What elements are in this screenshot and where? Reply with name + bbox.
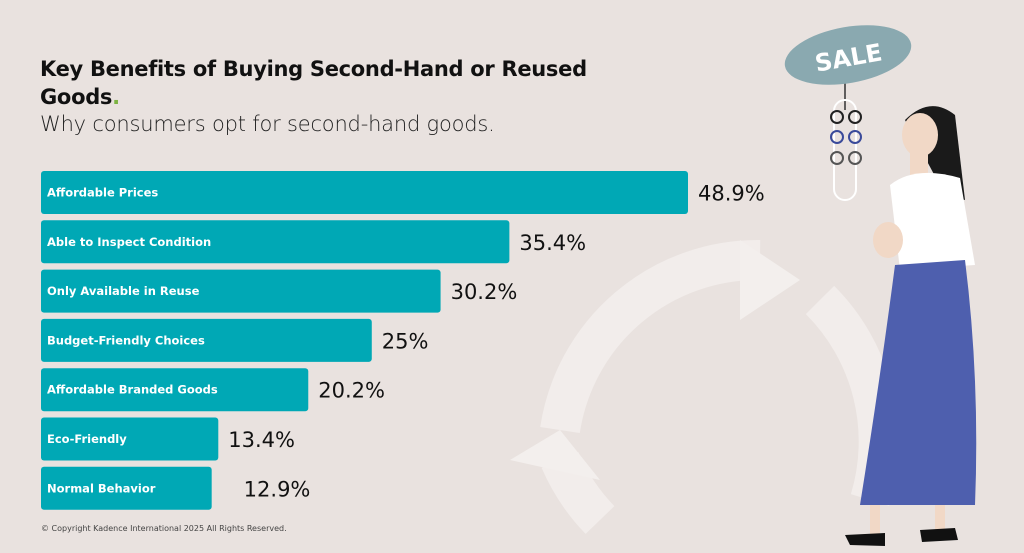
bar xyxy=(41,368,309,412)
category-label: Able to Inspect Condition xyxy=(47,235,211,249)
bar xyxy=(41,318,372,362)
bar xyxy=(41,269,441,313)
category-label: Budget-Friendly Choices xyxy=(47,333,205,347)
value-label: 30.2% xyxy=(451,280,518,304)
glasses-icon xyxy=(830,110,862,165)
category-label: Affordable Prices xyxy=(47,186,158,200)
value-label: 13.4% xyxy=(228,428,295,452)
value-label: 35.4% xyxy=(519,231,586,255)
sale-sign-icon: SALE xyxy=(784,25,912,201)
chart-title: Key Benefits of Buying Second-Hand or Re… xyxy=(40,57,587,109)
bar xyxy=(41,417,219,461)
bar xyxy=(41,220,510,264)
category-label: Normal Behavior xyxy=(47,481,156,495)
bar xyxy=(41,466,212,510)
value-label: 25% xyxy=(382,329,429,353)
arrow-head-icon xyxy=(510,430,600,480)
arrow-head-icon xyxy=(740,240,800,320)
value-label: 12.9% xyxy=(244,477,311,501)
copyright-footer: © Copyright Kadence International 2025 A… xyxy=(41,524,287,533)
woman-illustration xyxy=(845,106,977,546)
category-label: Eco-Friendly xyxy=(47,432,127,446)
value-label: 48.9% xyxy=(698,182,765,206)
category-label: Only Available in Reuse xyxy=(47,284,200,298)
category-label: Affordable Branded Goods xyxy=(47,383,218,397)
chart-subtitle: Why consumers opt for second-hand goods. xyxy=(40,112,495,136)
bar xyxy=(41,171,688,214)
value-label: 20.2% xyxy=(318,379,385,403)
